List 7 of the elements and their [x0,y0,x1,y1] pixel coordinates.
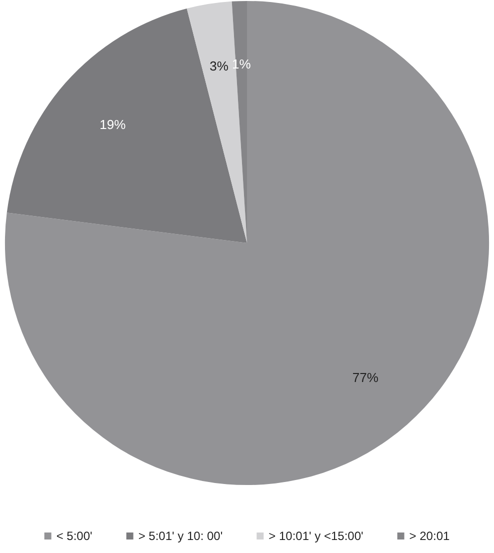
legend-label: > 20:01 [409,529,450,543]
legend-label: < 5:00' [56,529,92,543]
data-label: 77% [352,370,379,385]
legend-label: > 10:01' y <15:00' [268,529,364,543]
data-label: 3% [210,58,229,74]
legend-label: > 5:01' y 10: 00' [138,529,223,543]
data-label: 19% [100,117,126,132]
